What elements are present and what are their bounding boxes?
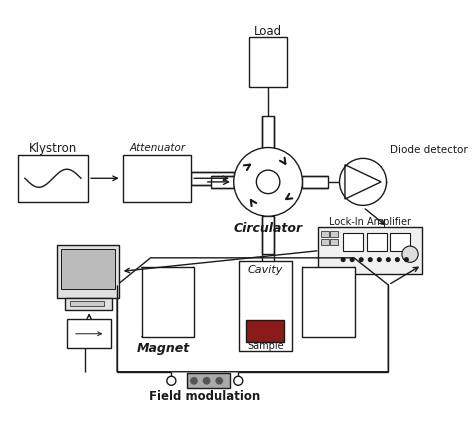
Text: Sample: Sample	[247, 341, 284, 351]
Text: Klystron: Klystron	[29, 142, 77, 155]
Bar	[57, 245, 119, 298]
Text: Field modulation: Field modulation	[149, 390, 260, 402]
Circle shape	[402, 246, 418, 262]
Circle shape	[234, 148, 302, 216]
Circle shape	[203, 378, 210, 384]
Circle shape	[341, 258, 345, 261]
Bar	[67, 319, 111, 348]
Bar	[142, 267, 194, 337]
Circle shape	[256, 170, 280, 194]
Bar	[64, 298, 112, 310]
Circle shape	[405, 258, 408, 261]
Circle shape	[339, 158, 386, 205]
Bar	[367, 233, 386, 252]
Circle shape	[350, 258, 354, 261]
Circle shape	[386, 258, 390, 261]
Circle shape	[377, 258, 381, 261]
Bar	[321, 239, 328, 245]
Bar	[343, 233, 363, 252]
Bar	[262, 216, 274, 254]
Circle shape	[359, 258, 363, 261]
Bar	[390, 233, 410, 252]
Bar	[246, 320, 284, 342]
Bar	[239, 260, 292, 351]
Text: Attenuator: Attenuator	[129, 143, 185, 153]
Bar	[321, 231, 328, 237]
Bar	[330, 239, 337, 245]
Bar	[330, 231, 337, 237]
Bar	[211, 176, 234, 188]
Circle shape	[216, 378, 222, 384]
Bar	[123, 155, 191, 202]
Bar	[302, 176, 328, 188]
Text: Load: Load	[254, 25, 282, 38]
Text: Magnet: Magnet	[137, 342, 190, 355]
Text: Circulator: Circulator	[234, 222, 303, 236]
Bar	[302, 267, 355, 337]
Bar	[18, 155, 88, 202]
Circle shape	[234, 376, 243, 385]
Circle shape	[167, 376, 176, 385]
Circle shape	[396, 258, 399, 261]
Circle shape	[368, 258, 372, 261]
Bar	[262, 116, 274, 148]
Bar	[191, 172, 234, 184]
Circle shape	[191, 378, 197, 384]
Bar	[70, 301, 104, 306]
Text: Diode detector: Diode detector	[390, 145, 468, 155]
Bar	[318, 227, 422, 274]
Bar	[249, 37, 287, 87]
Bar	[61, 249, 115, 288]
Text: Lock-In Amplifier: Lock-In Amplifier	[329, 217, 411, 227]
Bar	[187, 373, 230, 388]
Text: Cavity: Cavity	[248, 264, 283, 274]
